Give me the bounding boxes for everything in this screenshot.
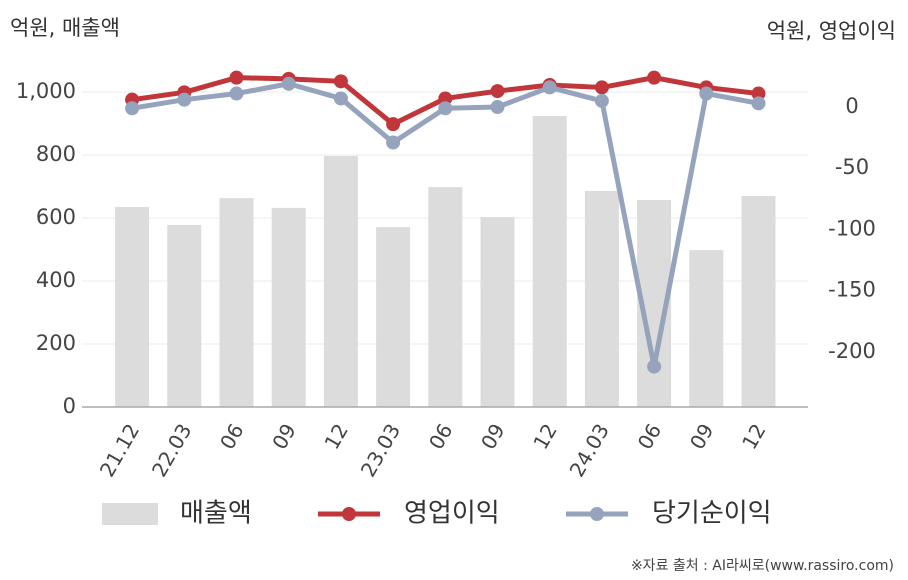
marker xyxy=(699,86,714,101)
y-tick-label: 200 xyxy=(36,331,76,355)
bar xyxy=(532,115,567,407)
marker xyxy=(386,117,401,132)
marker xyxy=(438,101,453,116)
x-tick-label: 12 xyxy=(319,419,353,453)
y2-axis-label: 억원, 영업이익 xyxy=(767,19,896,43)
marker xyxy=(594,93,609,108)
x-tick-label: 09 xyxy=(267,419,301,453)
y2-tick-label: -50 xyxy=(835,155,869,179)
bar xyxy=(376,227,411,407)
x-tick-label: 12 xyxy=(737,419,771,453)
legend-label: 영업이익 xyxy=(404,499,500,529)
marker xyxy=(490,84,505,99)
bar xyxy=(741,195,776,407)
x-tick-label: 06 xyxy=(215,419,249,453)
bar xyxy=(323,155,358,407)
legend-label: 매출액 xyxy=(180,499,252,529)
legend-swatch xyxy=(102,503,158,525)
y2-tick-label: -200 xyxy=(828,339,876,363)
source: ※자료 출처 : AI라씨로(www.rassiro.com) xyxy=(631,558,894,574)
marker xyxy=(177,92,192,107)
bar xyxy=(115,206,150,407)
y-tick-label: 0 xyxy=(63,394,76,418)
marker xyxy=(594,80,609,95)
x-tick-label: 06 xyxy=(424,419,458,453)
bar xyxy=(428,187,463,407)
legend-label: 당기순이익 xyxy=(652,499,772,529)
marker xyxy=(333,91,348,106)
marker xyxy=(386,135,401,150)
marker xyxy=(333,74,348,89)
x-tick-label: 23.03 xyxy=(356,419,405,481)
y2-tick-label: 0 xyxy=(845,94,858,118)
bar xyxy=(271,207,306,407)
y-tick-label: 400 xyxy=(36,268,76,292)
x-tick-label: 09 xyxy=(476,419,510,453)
marker xyxy=(229,70,244,85)
y2-tick-label: -150 xyxy=(828,278,876,302)
y-tick-label: 600 xyxy=(36,205,76,229)
bar xyxy=(584,190,619,407)
y2-tick-label: -100 xyxy=(828,216,876,240)
x-tick-label: 24.03 xyxy=(565,419,614,481)
bar xyxy=(219,198,254,407)
marker xyxy=(490,100,505,115)
marker xyxy=(281,76,296,91)
bar xyxy=(480,217,515,407)
legend-swatch xyxy=(342,507,356,521)
y-tick-label: 800 xyxy=(36,142,76,166)
marker xyxy=(125,101,140,116)
marker xyxy=(647,359,662,374)
marker xyxy=(542,80,557,95)
y-axis-label: 억원, 매출액 xyxy=(10,16,120,40)
marker xyxy=(751,86,766,101)
bar xyxy=(689,250,724,407)
x-tick-label: 06 xyxy=(633,419,667,453)
x-tick-label: 21.12 xyxy=(95,419,144,481)
x-tick-label: 09 xyxy=(685,419,719,453)
x-tick-label: 12 xyxy=(528,419,562,453)
y-tick-label: 1,000 xyxy=(16,79,76,103)
marker xyxy=(229,86,244,101)
bar xyxy=(167,224,202,407)
marker xyxy=(438,91,453,106)
marker xyxy=(751,96,766,111)
marker xyxy=(647,70,662,85)
legend-swatch xyxy=(590,507,604,521)
x-tick-label: 22.03 xyxy=(147,419,196,481)
